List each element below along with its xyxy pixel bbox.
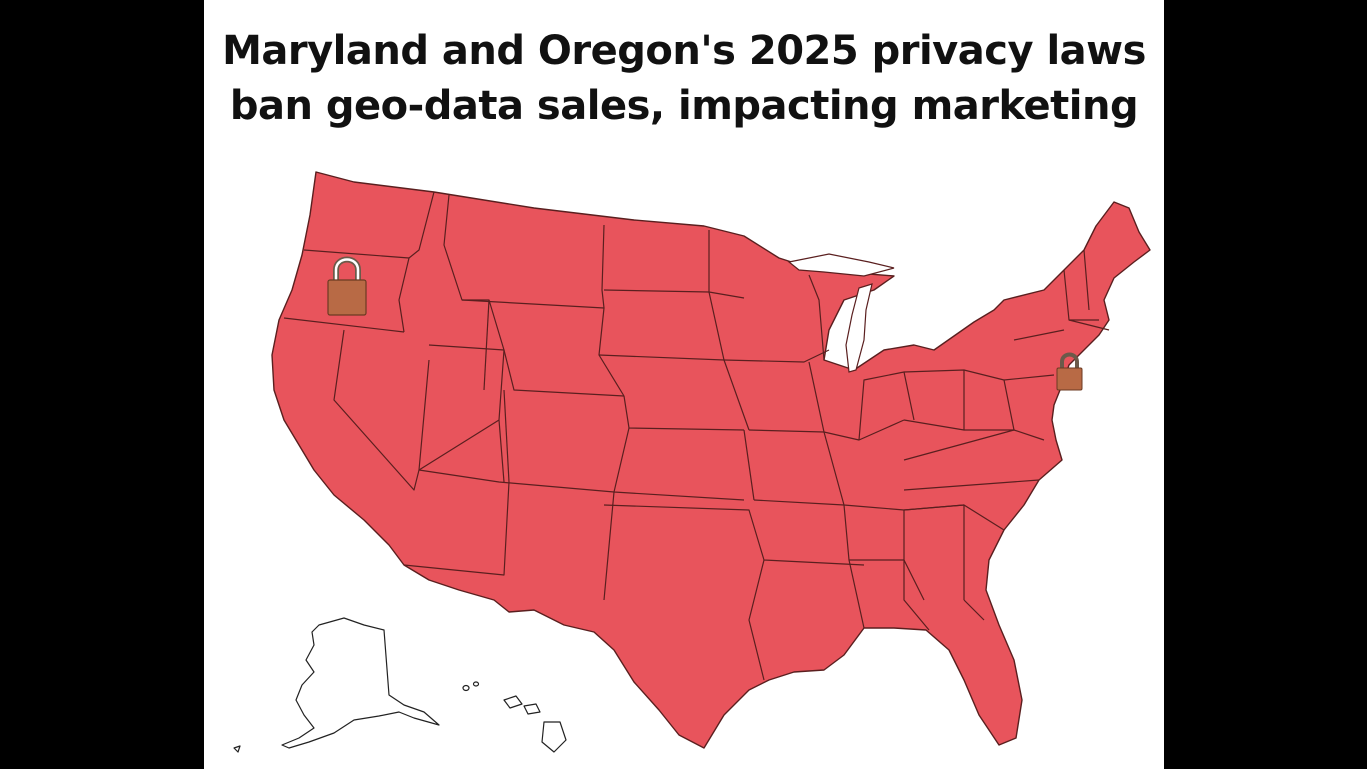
- state-borders: [283, 191, 1110, 681]
- maryland-padlock-icon: [1056, 352, 1083, 391]
- headline: Maryland and Oregon's 2025 privacy laws …: [204, 24, 1164, 134]
- hawaii-outline: [462, 681, 567, 753]
- alaska-outline: [281, 617, 440, 749]
- contiguous-us-shape: [271, 171, 1151, 749]
- oregon-padlock-icon: [327, 256, 367, 316]
- headline-line-2: ban geo-data sales, impacting marketing: [229, 83, 1139, 129]
- us-map: [233, 171, 1151, 753]
- map-card: Maryland and Oregon's 2025 privacy laws …: [204, 0, 1164, 769]
- lake-superior: [787, 253, 895, 277]
- headline-line-1: Maryland and Oregon's 2025 privacy laws: [222, 28, 1146, 74]
- alaska-island: [233, 745, 241, 753]
- lake-michigan: [845, 283, 873, 373]
